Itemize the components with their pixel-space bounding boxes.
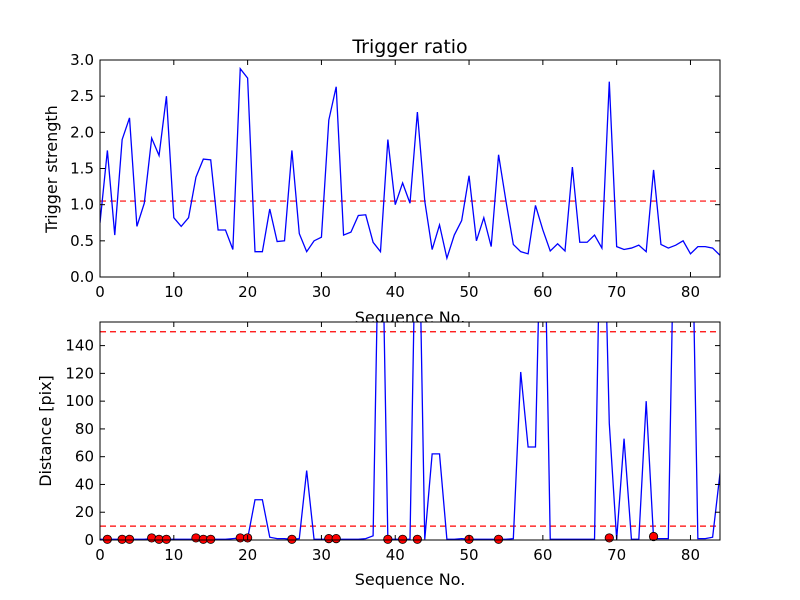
data-marker (331, 534, 341, 544)
y-tick-label: 20 (75, 503, 94, 521)
y-tick-label: 1.5 (70, 160, 94, 178)
x-tick-label: 60 (533, 546, 552, 564)
data-marker (398, 534, 408, 544)
series-line (100, 66, 720, 261)
x-tick-label: 50 (460, 546, 479, 564)
y-tick-label: 3.0 (70, 51, 94, 69)
data-marker (383, 534, 393, 544)
x-tick-label: 80 (681, 546, 700, 564)
data-marker (161, 534, 172, 544)
y-tick-label: 140 (65, 337, 94, 355)
data-marker (412, 534, 422, 544)
x-axis-label: Sequence No. (355, 570, 466, 589)
chart-title: Trigger ratio (351, 36, 467, 58)
y-tick-label: 0.5 (70, 232, 94, 250)
x-tick-label: 10 (164, 546, 183, 564)
distance-plot: Sequence No. Distance [pix] 0 10 20 30 40 50 6… (36, 321, 721, 589)
y-tick-label: 2.5 (70, 87, 94, 105)
data-marker (102, 534, 112, 544)
x-tick-label: 20 (238, 283, 257, 301)
x-tick-label: 20 (238, 546, 257, 564)
y-tick-label: 120 (65, 364, 94, 382)
x-tick-label: 70 (607, 546, 626, 564)
y-tick-label: 100 (65, 392, 94, 410)
plot-background (100, 60, 720, 277)
y-tick-label: 40 (75, 475, 94, 493)
x-tick-label: 60 (533, 283, 552, 301)
x-tick-label: 30 (312, 546, 331, 564)
data-marker (124, 534, 135, 544)
y-axis-label: Distance [pix] (36, 375, 55, 487)
y-tick-label: 1.0 (70, 196, 94, 214)
y-tick-label: 2.0 (70, 123, 94, 141)
data-marker (648, 531, 659, 542)
plot-frame (99, 321, 721, 541)
y-tick-label: 0 (84, 531, 94, 549)
x-tick-label: 40 (386, 283, 405, 301)
data-marker (191, 533, 201, 543)
x-tick-label: 30 (312, 283, 331, 301)
x-tick-label: 50 (460, 283, 479, 301)
x-tick-label: 0 (95, 546, 105, 564)
data-marker (604, 533, 614, 543)
y-tick-label: 0.0 (70, 268, 94, 286)
y-axis-label: Trigger strength (42, 105, 61, 234)
y-tick-label: 80 (75, 420, 94, 438)
data-marker (206, 534, 216, 544)
x-tick-label: 80 (681, 283, 700, 301)
trigger-ratio-plot: Trigger ratio Sequence No. Trigger stren… (42, 36, 721, 327)
y-tick-label: 60 (75, 448, 94, 466)
x-tick-label: 0 (95, 283, 105, 301)
data-marker (493, 534, 504, 544)
data-marker (287, 534, 297, 544)
x-tick-label: 10 (164, 283, 183, 301)
x-tick-label: 40 (386, 546, 405, 564)
data-marker (147, 533, 157, 543)
x-tick-label: 70 (607, 283, 626, 301)
